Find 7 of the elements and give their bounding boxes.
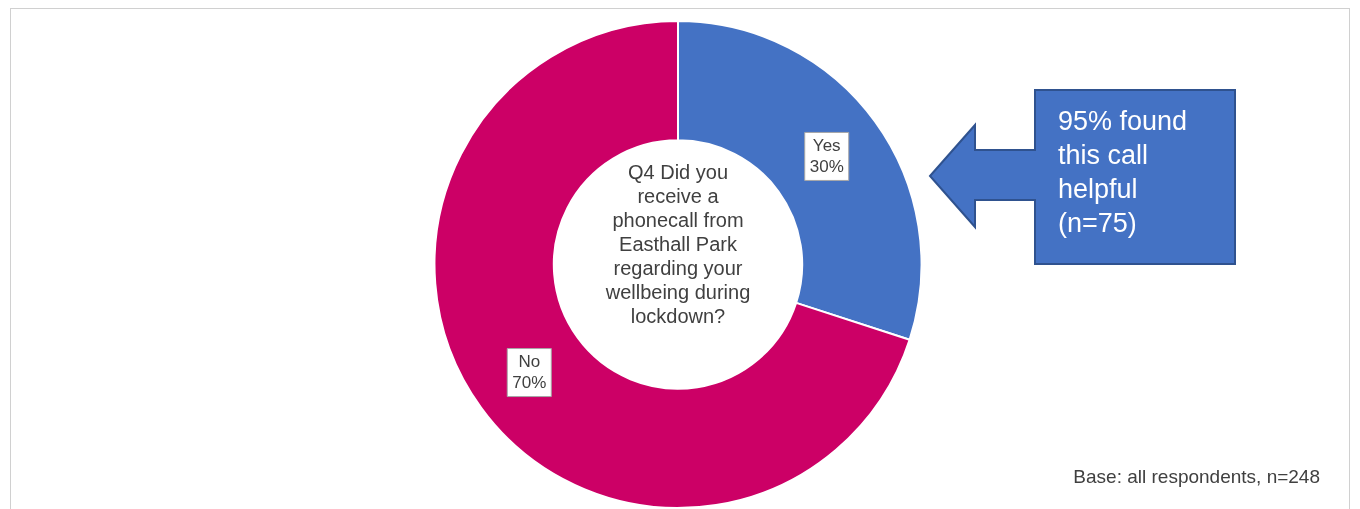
text: Q4 Did you receive a phonecall from Easthall Park regarding your wellbeing during lockdown? — [604, 160, 752, 328]
data-label: 70% — [512, 372, 547, 392]
data-label: 30% — [809, 156, 844, 176]
text: Base: all respondents, n=248 — [1073, 466, 1320, 488]
text: 95% found this call helpful (n=75) — [1058, 105, 1189, 240]
slice-label: No — [518, 351, 541, 371]
slice-label: Yes — [812, 135, 841, 155]
